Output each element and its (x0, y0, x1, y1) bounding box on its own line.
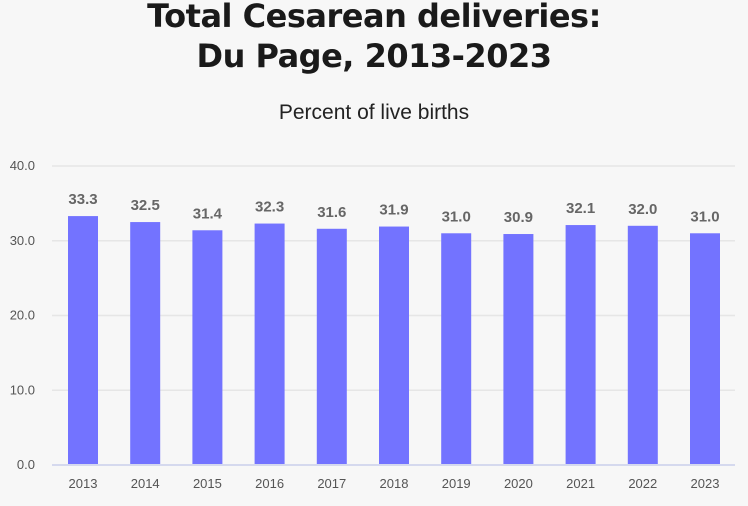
x-tick-label: 2017 (317, 476, 346, 491)
bar (441, 233, 472, 464)
chart-title: Total Cesarean deliveries: Du Page, 2013… (0, 0, 748, 76)
bar (192, 230, 223, 464)
x-tick-label: 2013 (69, 476, 98, 491)
bar (254, 223, 285, 464)
chart-title-line-2: Du Page, 2013-2023 (196, 37, 552, 75)
bar (130, 222, 161, 464)
x-tick-label: 2016 (255, 476, 284, 491)
chart-title-line-1: Total Cesarean deliveries: (147, 0, 601, 35)
y-tick-label: 20.0 (10, 308, 35, 323)
x-tick-label: 2022 (628, 476, 657, 491)
data-label: 32.0 (628, 201, 657, 218)
x-tick-label: 2014 (131, 476, 160, 491)
x-tick-label: 2020 (504, 476, 533, 491)
bar (503, 234, 534, 464)
x-tick-label: 2018 (380, 476, 409, 491)
x-tick-label: 2021 (566, 476, 595, 491)
bar (690, 233, 720, 464)
x-tick-label: 2023 (691, 476, 720, 491)
bar (379, 226, 409, 464)
data-label: 31.4 (193, 205, 223, 222)
x-tick-label: 2019 (442, 476, 471, 491)
y-tick-label: 40.0 (10, 158, 35, 173)
bar (627, 225, 658, 464)
x-tick-label: 2015 (193, 476, 222, 491)
chart-subtitle: Percent of live births (278, 101, 470, 124)
data-label: 31.0 (690, 208, 719, 225)
data-label: 31.0 (442, 208, 471, 225)
data-label: 31.6 (317, 204, 346, 221)
bar (565, 225, 596, 464)
bar (68, 216, 98, 464)
bar (316, 228, 347, 464)
data-label: 32.1 (566, 200, 595, 217)
data-label: 30.9 (504, 209, 533, 226)
data-label: 31.9 (379, 202, 408, 219)
data-label: 33.3 (68, 191, 97, 208)
data-label: 32.3 (255, 199, 284, 216)
y-tick-label: 0.0 (17, 457, 35, 472)
y-tick-label: 30.0 (10, 233, 35, 248)
data-label: 32.5 (131, 197, 160, 214)
y-tick-label: 10.0 (10, 382, 35, 397)
